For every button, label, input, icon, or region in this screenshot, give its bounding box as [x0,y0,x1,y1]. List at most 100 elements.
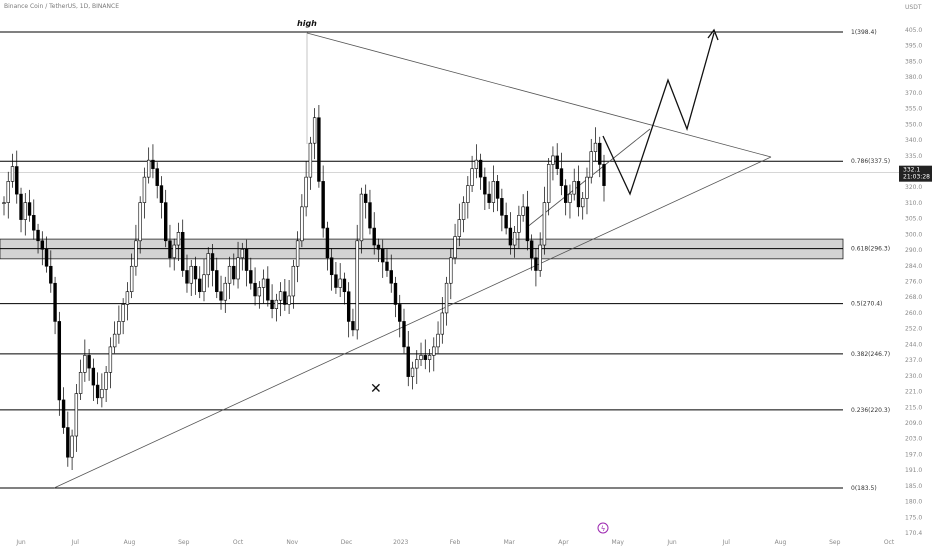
candle-body [70,435,74,458]
candle-body [491,181,496,203]
candle-body [551,155,555,165]
candle-body [142,176,147,203]
price-tag-countdown: 21:03:28 [903,174,930,181]
candle-body [342,278,347,293]
candle-body [334,274,338,288]
candle-body [389,270,393,284]
candle-body [108,346,113,373]
y-tick-label: 395.0 [905,43,922,50]
candle-body [402,321,406,348]
candle-body [257,287,262,297]
candle-body [559,168,564,186]
candle-body [206,253,210,276]
candle-body [27,202,32,216]
candle-body [53,282,57,322]
candle-body [181,232,185,271]
candle-body [2,202,6,204]
candle-body [478,159,483,178]
y-tick-label: 350.0 [905,121,922,128]
candle-body [300,206,304,242]
candle-body [483,176,487,195]
x-tick-label: Mar [504,539,516,546]
y-tick-label: 197.0 [905,451,922,458]
candle-body [568,193,572,203]
candle-body [40,240,44,250]
candle-body [129,265,134,293]
candle-body [381,248,385,263]
candle-body [427,355,432,360]
candle-body [457,219,462,237]
candle-body [176,232,181,246]
high-label: high [297,19,317,28]
candle-body [504,215,508,229]
candle-body [44,248,49,267]
candle-body [359,193,364,242]
candle-body [244,248,249,271]
candle-body [385,261,389,271]
x-tick-label: May [612,539,625,546]
x-tick-label: Apr [558,539,569,546]
x-tick-label: Dec [341,539,353,546]
low-marker: ✕ [370,381,382,397]
y-tick-label: 284.0 [905,263,922,270]
candle-body [6,181,10,203]
candle-body [308,142,313,178]
x-tick-label: Jul [722,539,731,546]
candle-body [291,265,296,297]
candle-body [270,299,274,309]
candle-body [172,244,176,259]
y-tick-label: 237.0 [905,357,922,364]
fib-level-label: 0.382(246.7) [851,351,890,358]
y-tick-label: 335.0 [905,153,922,160]
candle-body [146,159,151,178]
candle-body [274,299,279,309]
candle-body [134,240,138,267]
candle-body [461,202,466,220]
y-tick-label: 370.0 [905,90,922,97]
candle-body [23,202,27,220]
candle-body [529,240,534,259]
candle-body [415,359,419,369]
fib-level-label: 0.236(220.3) [851,407,890,414]
candle-body [36,229,40,242]
candle-body [525,206,530,242]
candle-body [189,265,193,284]
candle-body [466,185,470,203]
candle-body [78,372,83,394]
candle-body [159,185,164,203]
candle-body [61,399,66,428]
candle-body [398,304,402,322]
candle-body [538,244,542,271]
candle-body [542,202,547,246]
x-tick-label: Oct [884,539,895,546]
candle-body [602,164,606,186]
candle-body [338,278,342,288]
candle-body [32,215,36,231]
candle-body [508,227,513,246]
y-tick-label: 305.0 [905,216,922,223]
candle-body [440,312,444,335]
candle-body [372,227,376,246]
y-tick-label: 385.0 [905,58,922,65]
candle-body [304,176,308,208]
candle-body [198,278,202,293]
candle-body [236,257,240,280]
candle-body [19,193,23,220]
fib-level-label: 0.5(270.4) [851,301,882,308]
y-tick-label: 191.0 [905,467,922,474]
x-tick-label: Oct [233,539,244,546]
candle-body [487,193,491,203]
candle-body [470,168,474,186]
candle-body [151,159,155,169]
candle-body [155,168,159,186]
y-tick-label: 405.0 [905,27,922,34]
x-tick-label: Sep [178,539,190,546]
candle-body [138,202,142,242]
x-tick-label: Aug [775,539,787,546]
candle-body [121,304,125,322]
candle-body [432,346,436,356]
candle-body [223,282,227,301]
candle-body [295,240,300,267]
candle-body [589,151,593,178]
